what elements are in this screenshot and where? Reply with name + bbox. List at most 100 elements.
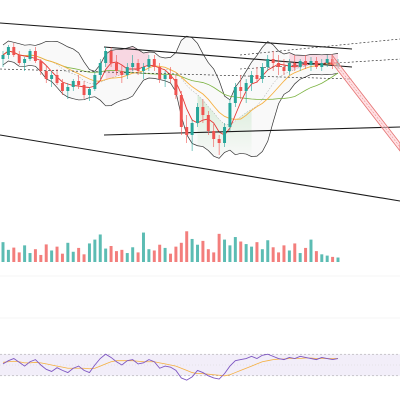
volume-bar: [104, 248, 108, 262]
volume-bar: [169, 253, 172, 262]
candle: [104, 47, 108, 67]
candle-body: [66, 87, 70, 91]
volume-bar: [87, 243, 91, 262]
volume-bar: [33, 249, 37, 262]
volume-bar: [77, 247, 81, 262]
volume-bar: [217, 233, 221, 262]
candle-body: [314, 61, 318, 67]
candle: [60, 79, 64, 95]
price-pane[interactable]: [0, 22, 400, 202]
volume-bar: [12, 247, 16, 262]
candle-body: [93, 75, 97, 89]
candle-body: [304, 61, 308, 65]
candle-body: [44, 71, 48, 79]
candle: [201, 99, 205, 123]
candle: [239, 75, 243, 99]
candle-body: [1, 55, 5, 59]
candle-body: [320, 63, 324, 67]
candle: [120, 65, 124, 83]
volume-bar: [206, 249, 210, 262]
volume-bar: [233, 237, 237, 262]
candle-body: [201, 107, 205, 115]
candle: [6, 45, 10, 59]
candle: [23, 57, 27, 71]
volume-bar: [131, 247, 135, 262]
volume-bar: [325, 255, 329, 262]
candle: [287, 59, 291, 75]
candle: [174, 75, 178, 99]
candle: [250, 71, 254, 91]
candle-body: [282, 67, 286, 71]
trendlines[interactable]: [0, 22, 400, 202]
candle: [87, 87, 91, 101]
candles: [1, 43, 340, 155]
candle-body: [55, 75, 59, 83]
volume-bar: [309, 239, 313, 262]
mid-dashed-support[interactable]: [0, 68, 353, 80]
candle: [141, 63, 145, 79]
candle-body: [239, 87, 243, 91]
lower-trendline[interactable]: [103, 126, 400, 136]
pink-shade: [289, 52, 338, 72]
volume-bar: [255, 242, 259, 262]
candle: [82, 81, 86, 99]
volume-bar: [331, 256, 335, 262]
volume-bar: [266, 240, 270, 262]
candle: [233, 83, 237, 107]
volume-bar: [174, 246, 178, 262]
volume-bar: [244, 244, 248, 262]
candle-body: [12, 47, 16, 55]
volume-bar: [114, 251, 118, 262]
candle: [282, 59, 286, 75]
volume-bar: [141, 232, 145, 262]
candle-body: [152, 59, 156, 67]
candle-body: [185, 127, 189, 135]
candle-body: [260, 67, 264, 79]
candle-body: [114, 63, 118, 71]
candle: [109, 47, 113, 67]
volume-bar: [147, 249, 151, 262]
sell-channel[interactable]: [331, 53, 400, 152]
sell-channel-mid: [331, 58, 400, 148]
candle: [309, 57, 313, 71]
volume-bar: [223, 239, 227, 262]
volume-bar: [6, 249, 10, 262]
candle-body: [298, 61, 302, 67]
volume-bar: [55, 246, 59, 262]
candle-body: [98, 63, 102, 75]
sell-channel-band[interactable]: [331, 53, 400, 152]
candle-body: [174, 79, 178, 95]
candle: [169, 67, 172, 83]
volume-bar: [179, 242, 183, 262]
candle: [147, 55, 151, 71]
volume-bar: [71, 251, 75, 262]
volume-bar: [201, 240, 205, 262]
candle-body: [71, 81, 75, 87]
volume-bar: [109, 246, 113, 262]
volume-bar: [44, 244, 48, 262]
candle-body: [179, 95, 183, 127]
channel-top-line[interactable]: [239, 38, 400, 56]
candle-body: [309, 61, 313, 65]
candle: [196, 103, 200, 127]
candle: [98, 59, 102, 79]
candle: [17, 51, 21, 65]
candle: [77, 75, 81, 89]
candle: [223, 123, 227, 147]
candle-body: [50, 75, 54, 79]
bottom-trendline[interactable]: [0, 134, 400, 202]
volume-bar: [39, 254, 43, 262]
volume-bar: [304, 247, 308, 262]
upper-left-trendline[interactable]: [0, 22, 353, 50]
candle-body: [87, 89, 91, 95]
candle-body: [141, 67, 145, 71]
candle: [44, 65, 48, 83]
candle: [114, 55, 118, 75]
volume-bar: [125, 253, 129, 262]
candle: [185, 115, 189, 143]
channel-bottom-line[interactable]: [239, 58, 400, 70]
candle: [255, 67, 259, 83]
rsi-band: [0, 354, 400, 376]
candle-body: [169, 75, 172, 79]
